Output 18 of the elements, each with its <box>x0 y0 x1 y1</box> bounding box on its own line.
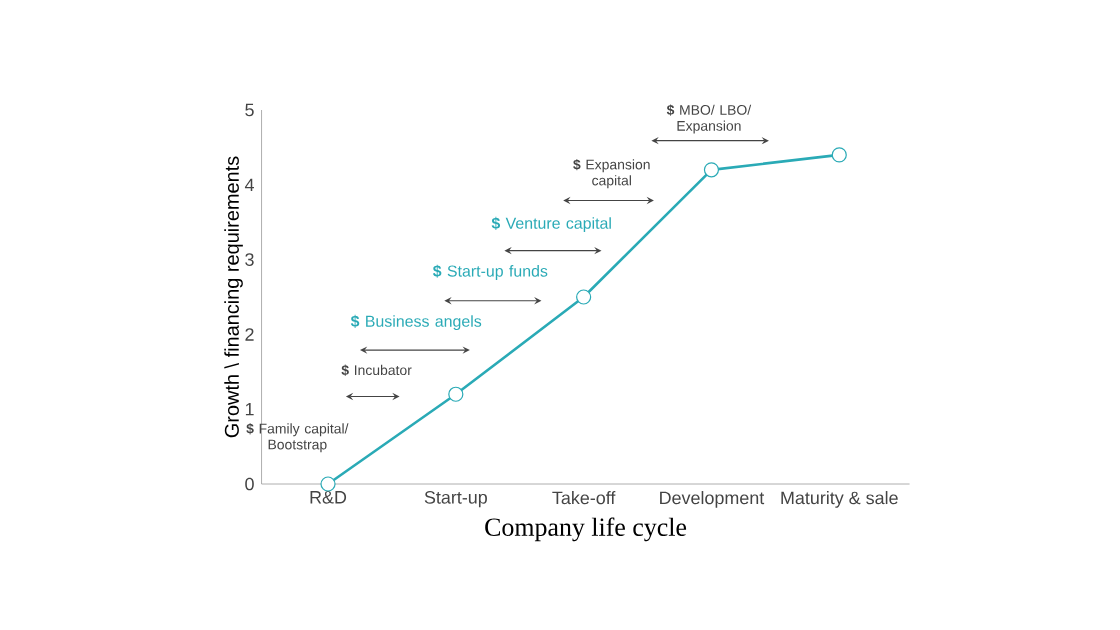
point <box>448 386 464 402</box>
point <box>703 162 720 178</box>
y-tick-label: 4 <box>244 178 254 191</box>
y-tick-label: 1 <box>245 403 254 416</box>
x-tick-label: R&D <box>310 491 347 504</box>
y-axis-title: Growth \ financing requirements <box>224 156 243 438</box>
y-tick-label: 5 <box>245 103 254 117</box>
x-tick-label: Start-up <box>424 491 487 508</box>
point <box>831 147 847 163</box>
x-tick-label: Development <box>660 491 765 508</box>
y-tick-label: 2 <box>245 328 254 341</box>
x-axis-title: Company life cycle <box>485 517 687 542</box>
point <box>320 476 336 492</box>
y-tick-label: 3 <box>245 253 254 266</box>
point <box>576 289 592 305</box>
x-tick-label: Maturity & sale <box>781 491 898 508</box>
x-tick-label: Take-off <box>552 491 616 505</box>
y-tick-label: 0 <box>245 477 254 491</box>
